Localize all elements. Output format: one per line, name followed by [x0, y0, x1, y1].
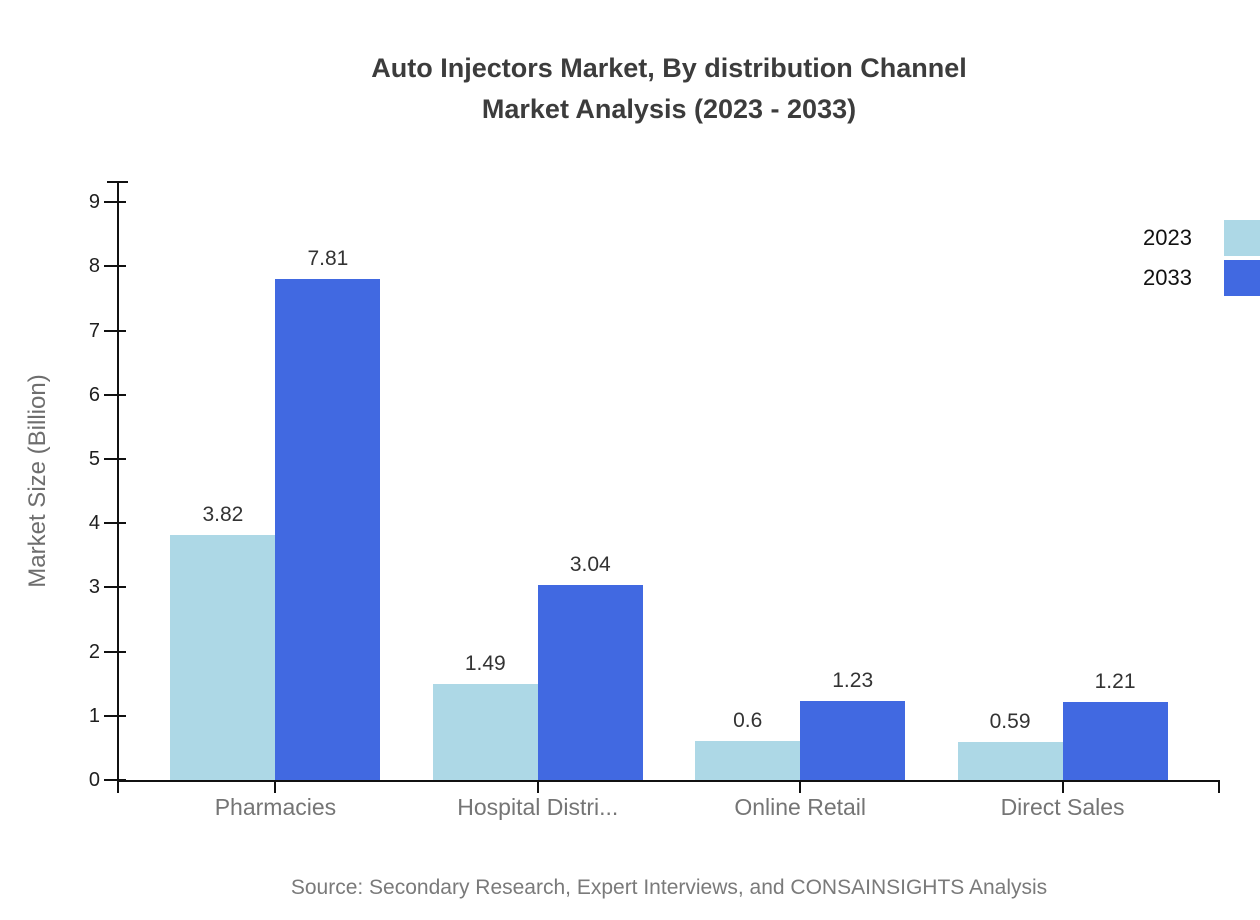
- y-tick-label-8: 8: [88, 255, 100, 278]
- y-tick-mark-8: [104, 265, 126, 268]
- bar-value-label-2033-hospital-distri: 3.04: [569, 552, 611, 576]
- x-category-label-pharmacies: Pharmacies: [214, 794, 337, 820]
- y-tick-label-9: 9: [88, 191, 100, 214]
- legend-swatch-2023: [1224, 220, 1260, 256]
- legend-swatch-2033: [1224, 259, 1260, 296]
- source-caption: Source: Secondary Research, Expert Inter…: [290, 876, 1048, 899]
- legend-label-2033: 2033: [1143, 265, 1192, 290]
- bar-2033-pharmacies: [275, 278, 381, 780]
- y-tick-mark-5: [104, 458, 126, 460]
- chart-title-line1: Auto Injectors Market, By distribution C…: [371, 53, 967, 83]
- y-tick-label-4: 4: [88, 512, 100, 535]
- x-category-label-hospital-distri: Hospital Distri...: [457, 794, 619, 820]
- y-tick-mark-6: [104, 393, 126, 396]
- x-axis-line: [118, 780, 1220, 782]
- y-tick-mark-3: [104, 586, 126, 589]
- y-tick-mark-4: [104, 522, 126, 525]
- bar-2023-hospital-distri: [432, 684, 538, 780]
- bar-2023-online-retail: [695, 741, 801, 780]
- bar-value-label-2033-online-retail: 1.23: [832, 669, 874, 693]
- chart-title: Auto Injectors Market, By distribution C…: [118, 48, 1220, 130]
- bar-value-label-2023-hospital-distri: 1.49: [464, 652, 506, 676]
- legend-label-2023: 2023: [1143, 225, 1192, 250]
- x-category-label-direct-sales: Direct Sales: [1000, 794, 1125, 820]
- y-tick-label-0: 0: [88, 769, 100, 791]
- bar-2033-hospital-distri: [537, 584, 643, 780]
- y-tick-label-1: 1: [88, 704, 100, 727]
- bar-value-label-2023-online-retail: 0.6: [733, 709, 763, 733]
- y-tick-label-3: 3: [88, 576, 100, 599]
- y-tick-mark-7: [104, 329, 126, 332]
- y-axis-line: [117, 182, 119, 793]
- y-tick-mark-1: [104, 714, 126, 717]
- y-tick-mark-0: [104, 779, 126, 781]
- y-tick-mark-2: [104, 650, 126, 653]
- chart-title-line2: Market Analysis (2023 - 2033): [481, 94, 857, 124]
- bar-value-label-2023-direct-sales: 0.59: [989, 710, 1031, 734]
- bar-value-label-2023-pharmacies: 3.82: [202, 502, 244, 526]
- x-category-label-online-retail: Online Retail: [734, 794, 867, 820]
- y-tick-mark-9: [104, 201, 126, 204]
- y-tick-label-7: 7: [88, 319, 100, 342]
- bar-2023-pharmacies: [170, 534, 276, 780]
- x-tick-mark-direct-sales: [1061, 780, 1064, 793]
- bar-2033-online-retail: [800, 701, 906, 780]
- bar-2033-direct-sales: [1062, 702, 1168, 780]
- y-tick-label-5: 5: [88, 448, 100, 470]
- x-tick-mark-hospital-distri: [536, 780, 539, 793]
- x-tick-mark-pharmacies: [274, 780, 277, 793]
- bar-2023-direct-sales: [957, 742, 1063, 780]
- y-tick-label-2: 2: [88, 640, 100, 663]
- y-tick-label-6: 6: [88, 383, 100, 406]
- x-tick-mark-online-retail: [799, 780, 802, 793]
- y-axis-top-cap-tick: [107, 181, 128, 183]
- bar-value-label-2033-pharmacies: 7.81: [307, 246, 349, 270]
- x-axis-right-cap-tick: [1218, 780, 1220, 793]
- bar-value-label-2033-direct-sales: 1.21: [1094, 670, 1136, 694]
